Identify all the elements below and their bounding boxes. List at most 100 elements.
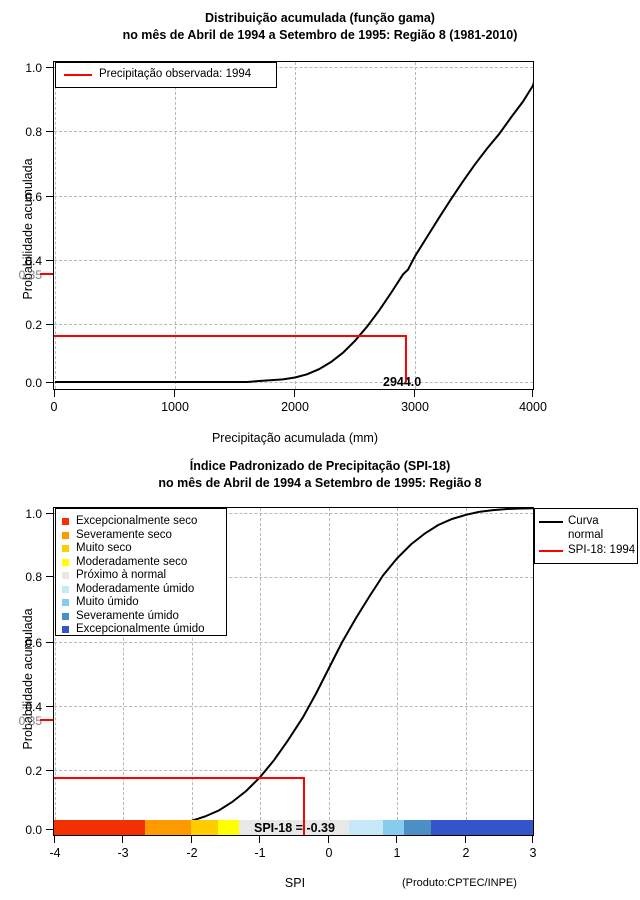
chart1-gridline-x-3000 [415,62,416,389]
chart1-tickmark-y-2 [46,131,53,132]
chart2-title: Índice Padronizado de Precipitação (SPI-… [158,459,482,490]
legend-item-moderadamente-seco: Moderadamente seco [60,556,226,570]
chart2-tickmark-x-1 [396,836,397,843]
chart1-gridline-y-0.0 [54,382,533,383]
chart2-gridline-x--4 [55,508,56,835]
chart1-tickmark-y-3 [46,196,53,197]
chart-gamma-cdf: Distribuição acumulada (função gama) no … [19,11,547,445]
chart1-gridline-x-1000 [175,62,176,389]
chart2-gridline-y-0.4 [54,706,533,707]
chart2-tickmark-y-1 [46,513,53,514]
chart2-gridline-y-0.6 [54,642,533,643]
color-swatch-icon [62,626,69,634]
chart2-tickmark-x--3 [122,836,123,843]
chart2-tickmark-x--2 [191,836,192,843]
chart1-ytick-0.6: 0.6 [25,190,42,204]
colorbar-seg-muito-seco [191,820,218,835]
legend-item-muito-seco: Muito seco [60,542,226,556]
chart2-tickmark-x--1 [259,836,260,843]
chart2-gridline-y-0.2 [54,770,533,771]
legend-item-severamente-umido: Severamente úmido [60,610,226,624]
chart2-ytick-0.2: 0.2 [25,764,42,778]
legend-item-severamente-seco: Severamente seco [60,529,226,543]
spi-value-annotation: SPI-18 = -0.39 [254,821,335,835]
chart1-tickmark-y-1 [46,67,53,68]
chart1-gridline-x-4000 [533,62,534,389]
colorbar-seg-excepcionalmente-umido [431,820,533,835]
legend-label: Severamente seco [76,528,172,541]
legend-label: Curva normal [568,515,604,541]
color-swatch-icon [62,599,69,607]
spi-category-legend[interactable]: Excepcionalmente seco Severamente seco M… [55,508,227,636]
chart2-marker-hline [54,777,304,779]
legend-item-moderadamente-umido: Moderadamente úmido [60,583,226,597]
legend-item-spi-18-1994: SPI-18: 1994 [539,544,637,558]
spi-curve-legend[interactable]: Curva normal SPI-18: 1994 [534,508,638,564]
chart2-ytick-marker-0.35: 0.35 [18,714,42,728]
legend-label: Moderadamente seco [76,555,188,568]
chart2-ytick-0.0: 0.0 [25,823,42,837]
chart1-ytick-0.2: 0.2 [25,318,42,332]
chart1-xtick-label-1000: 1000 [161,400,189,414]
color-swatch-icon [62,545,69,553]
chart2-tickmark-x-0 [328,836,329,843]
chart1-tickmark-x-0 [54,390,55,397]
legend-label: Severamente úmido [76,609,179,622]
chart1-tickmark-y-6 [46,382,53,383]
chart1-gridline-y-0.2 [54,324,533,325]
color-swatch-icon [62,531,69,539]
chart1-legend-label: Precipitação observada: 1994 [99,68,252,80]
chart2-gridline-x-1 [397,508,398,835]
chart2-ytick-1.0: 1.0 [25,507,42,521]
chart1-y-axis-label: Probabilidade acumulada [21,158,35,300]
legend-label: Excepcionalmente úmido [76,623,205,635]
chart1-xtick-label-0: 0 [50,400,58,414]
chart2-y-axis-label: Probabilidade acumulada [21,608,35,750]
legend-label: Excepcionalmente seco [76,515,198,527]
legend-item-curva-normal: Curva normal [539,515,637,542]
color-swatch-icon [62,572,69,580]
chart1-legend[interactable]: Precipitação observada: 1994 [55,62,277,88]
chart1-legend-row-observed: Precipitação observada: 1994 [56,63,276,82]
chart1-gridline-x-2000 [295,62,296,389]
chart2-marker-vline [303,777,305,835]
chart1-gridline-y-0.4 [54,260,533,261]
chart2-tickmark-x-3 [532,836,533,843]
chart1-curve [55,81,533,383]
chart1-tickmark-x-1000 [174,390,175,397]
color-swatch-icon [62,518,69,526]
chart1-gridline-y-0.8 [54,131,533,132]
product-credit: (Produto:CPTEC/INPE) [402,877,517,889]
chart1-tickmark-x-2000 [294,390,295,397]
color-swatch-icon [62,612,69,620]
colorbar-seg-moderadamente-seco [218,820,239,835]
chart1-xtick-label-3000: 3000 [401,400,429,414]
chart1-tickmark-x-4000 [532,390,533,397]
chart2-xtick-label--1: -1 [254,846,266,860]
colorbar-seg-severamente-umido [404,820,431,835]
legend-label: Moderadamente úmido [76,582,195,595]
chart2-gridline-y-0.8 [54,577,533,578]
spi-colorbar [54,820,533,835]
chart1-x-axis-label: Precipitação acumulada (mm) [211,431,379,445]
chart1-marker-ytick [40,273,53,275]
chart2-tickmark-y-5 [46,770,53,771]
chart1-ytick-0.4: 0.4 [25,254,42,268]
chart1-title: Distribuição acumulada (função gama) no … [122,11,518,42]
colorbar-seg-muito-umido [383,820,404,835]
chart1-plot-area [53,61,534,390]
chart2-tickmark-x--4 [54,836,55,843]
black-line-icon [539,521,563,523]
legend-item-excepcionalmente-umido: Excepcionalmente úmido [60,623,226,637]
legend-label: Muito úmido [76,596,139,608]
legend-label: Próximo à normal [76,569,167,581]
chart2-xtick-label-1: 1 [393,846,401,860]
chart1-xtick-label-4000: 4000 [519,400,547,414]
legend-label: SPI-18: 1994 [568,544,636,556]
chart2-xtick-label--3: -3 [117,846,129,860]
chart2-gridline-x--1 [260,508,261,835]
chart2-ytick-0.8: 0.8 [25,570,42,584]
red-line-icon [539,549,563,552]
chart1-marker-x-annotation: 2944.0 [383,375,422,389]
chart2-tickmark-y-2 [46,576,53,577]
